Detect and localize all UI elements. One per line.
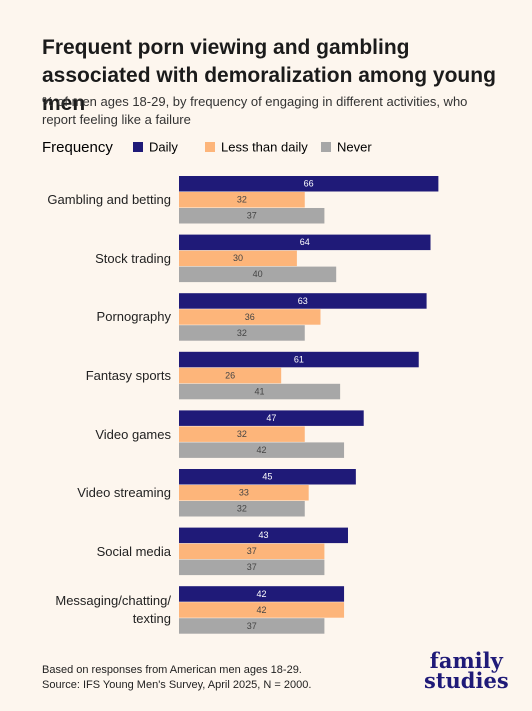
bar xyxy=(179,485,309,501)
value-label: 32 xyxy=(237,429,247,439)
bar xyxy=(179,234,431,251)
category-label: Pornography xyxy=(96,309,171,325)
value-label: 26 xyxy=(225,370,235,380)
footnotes: Based on responses from American men age… xyxy=(42,663,311,693)
legend-swatch xyxy=(133,142,143,152)
bar xyxy=(179,543,325,560)
legend-title: Frequency xyxy=(42,139,113,156)
category-label: Social media xyxy=(96,543,171,559)
value-label: 32 xyxy=(237,328,247,338)
bar xyxy=(179,192,305,208)
value-label: 37 xyxy=(247,562,257,572)
value-label: 45 xyxy=(262,472,272,482)
chart-title: Frequent porn viewing and gambling assoc… xyxy=(42,36,496,115)
bar xyxy=(179,410,364,426)
value-label: 37 xyxy=(247,621,257,631)
category-label: Stock trading xyxy=(95,250,171,266)
category-label: Gambling and betting xyxy=(47,192,171,208)
bar xyxy=(179,176,439,192)
value-label: 43 xyxy=(258,530,268,540)
legend-swatch xyxy=(205,142,215,152)
logo: family studies xyxy=(424,648,509,693)
logo-line: studies xyxy=(424,668,509,693)
bar xyxy=(179,559,325,576)
value-label: 42 xyxy=(257,589,267,599)
category-label: Video streaming xyxy=(77,485,171,501)
legend-label: Never xyxy=(337,139,372,154)
logo-line: family xyxy=(429,648,503,673)
category-label: Video games xyxy=(95,426,171,442)
bar xyxy=(179,383,341,400)
value-label: 64 xyxy=(300,237,310,247)
bar xyxy=(179,426,305,442)
value-label: 40 xyxy=(253,269,263,279)
bar xyxy=(179,293,427,309)
bar xyxy=(179,618,325,634)
value-label: 37 xyxy=(247,211,257,221)
bar xyxy=(179,367,282,384)
bar xyxy=(179,325,305,341)
bar xyxy=(179,602,345,618)
legend-label: Daily xyxy=(149,139,178,154)
value-label: 47 xyxy=(266,413,276,423)
bar xyxy=(179,501,305,517)
bar xyxy=(179,250,297,267)
bar xyxy=(179,442,345,458)
value-label: 41 xyxy=(255,386,265,396)
value-label: 42 xyxy=(257,445,267,455)
value-label: 36 xyxy=(245,312,255,322)
value-label: 61 xyxy=(294,354,304,364)
value-label: 32 xyxy=(237,504,247,514)
bar xyxy=(179,469,356,485)
value-label: 32 xyxy=(237,195,247,205)
bar xyxy=(179,266,337,283)
bar xyxy=(179,586,345,602)
value-label: 63 xyxy=(298,296,308,306)
value-label: 42 xyxy=(257,605,267,615)
footnote: Based on responses from American men age… xyxy=(42,664,302,676)
value-label: 37 xyxy=(247,546,257,556)
value-label: 30 xyxy=(233,253,243,263)
footnote: Source: IFS Young Men's Survey, April 20… xyxy=(42,679,312,691)
value-label: 66 xyxy=(304,179,314,189)
legend-swatch xyxy=(321,142,331,152)
value-label: 33 xyxy=(239,488,249,498)
category-label: Messaging/chatting/ texting xyxy=(55,593,171,627)
bar xyxy=(179,309,321,325)
bar xyxy=(179,351,419,368)
bar xyxy=(179,208,325,224)
legend-label: Less than daily xyxy=(221,139,308,154)
bar xyxy=(179,527,348,544)
category-label: Fantasy sports xyxy=(85,368,171,384)
chart-subtitle: % of men ages 18-29, by frequency of eng… xyxy=(42,94,468,127)
